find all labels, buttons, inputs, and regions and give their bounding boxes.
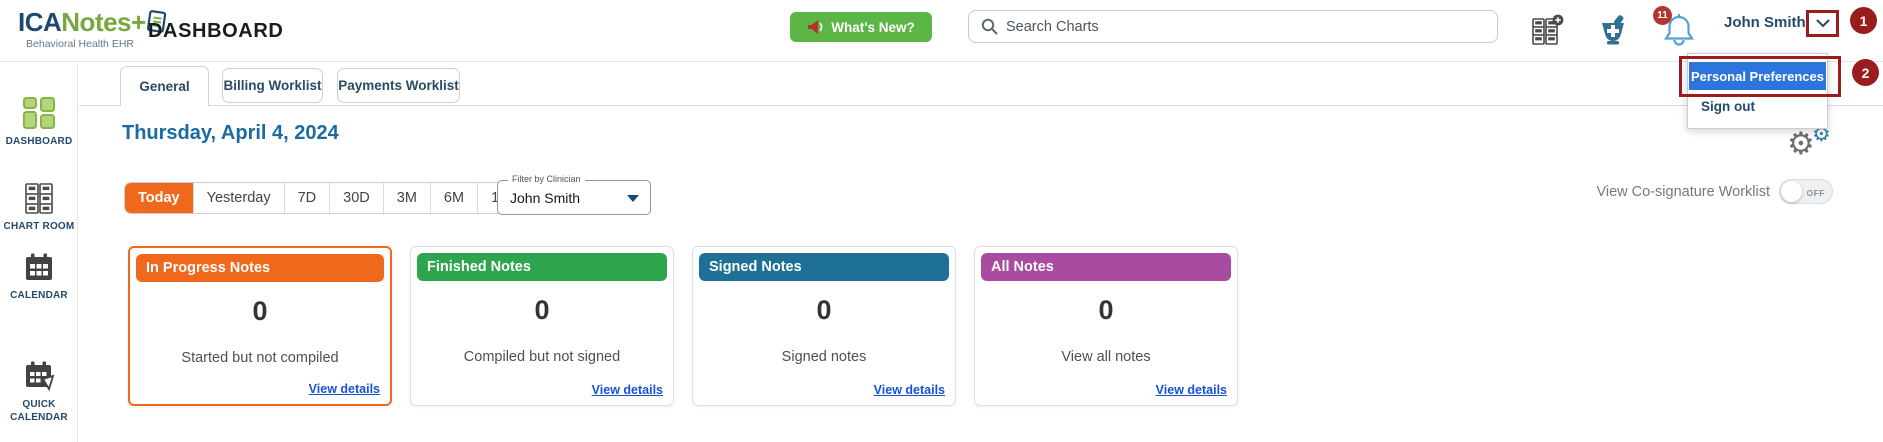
settings-gear-icon[interactable]: ⚙ bbox=[1787, 126, 1815, 161]
toggle-knob bbox=[1781, 181, 1802, 202]
card-count: 0 bbox=[534, 295, 550, 325]
sidebar-item-calendar[interactable]: CALENDAR bbox=[0, 252, 78, 302]
range-button-today[interactable]: Today bbox=[125, 183, 194, 213]
sidebar-item-chart-room[interactable]: CHART ROOM bbox=[0, 182, 78, 233]
view-details-link[interactable]: View details bbox=[591, 383, 663, 397]
app-logo[interactable]: ICANotes+ Behavioral Health EHR bbox=[18, 7, 166, 50]
sidebar-label-dashboard: DASHBOARD bbox=[5, 136, 73, 147]
logo-wordmark: ICANotes+ bbox=[18, 7, 166, 38]
clinician-filter-label: Filter by Clinician bbox=[508, 174, 585, 184]
logo-text-notes: Notes bbox=[61, 7, 132, 37]
card-description: View all notes bbox=[1061, 349, 1151, 365]
card-header: Signed Notes bbox=[699, 253, 949, 281]
card-header: All Notes bbox=[981, 253, 1231, 281]
view-details-link[interactable]: View details bbox=[1155, 383, 1227, 397]
sidebar-label-quick-calendar: QUICK CALENDAR bbox=[10, 399, 68, 423]
annotation-step-2: 2 bbox=[1852, 59, 1879, 86]
card-finished-notes: Finished Notes 0 Compiled but not signed… bbox=[410, 246, 674, 406]
annotation-box-1 bbox=[1806, 10, 1839, 37]
date-range-filter-group: Today Yesterday 7D 30D 3M 6M 12M bbox=[124, 182, 534, 214]
sidebar-label-chart-room: CHART ROOM bbox=[3, 221, 75, 232]
clinician-filter-select[interactable]: Filter by Clinician John Smith bbox=[497, 174, 651, 215]
whats-new-label: What's New? bbox=[831, 19, 915, 35]
chevron-down-icon[interactable] bbox=[1816, 19, 1830, 28]
notification-count-badge: 11 bbox=[1653, 6, 1672, 25]
tab-bar-divider bbox=[79, 105, 1883, 106]
chart-room-add-icon[interactable] bbox=[1530, 14, 1564, 48]
sidebar-item-quick-calendar[interactable]: QUICK CALENDAR bbox=[0, 360, 78, 424]
sidebar-item-dashboard[interactable]: DASHBOARD bbox=[0, 96, 78, 148]
view-details-link[interactable]: View details bbox=[308, 382, 380, 396]
megaphone-icon bbox=[808, 20, 823, 34]
medications-add-icon[interactable] bbox=[1598, 14, 1628, 46]
range-button-yesterday[interactable]: Yesterday bbox=[193, 183, 285, 213]
card-in-progress-notes: In Progress Notes 0 Started but not comp… bbox=[128, 246, 392, 406]
search-charts-box bbox=[968, 10, 1498, 43]
card-signed-notes: Signed Notes 0 Signed notes View details bbox=[692, 246, 956, 406]
toggle-state-label: OFF bbox=[1806, 188, 1825, 198]
tab-general[interactable]: General bbox=[120, 66, 209, 106]
quick-calendar-icon bbox=[26, 361, 55, 392]
dashboard-icon bbox=[23, 97, 55, 129]
sidebar-nav: DASHBOARD CHART ROOM CALENDAR QUICK CALE… bbox=[0, 63, 78, 442]
sidebar-label-calendar: CALENDAR bbox=[10, 290, 68, 301]
card-description: Signed notes bbox=[781, 349, 867, 365]
clinician-filter-value: John Smith bbox=[510, 190, 581, 206]
logo-plus-sign: + bbox=[131, 7, 146, 37]
user-name[interactable]: John Smith bbox=[1724, 14, 1806, 31]
card-header: In Progress Notes bbox=[136, 254, 384, 282]
tab-billing-worklist[interactable]: Billing Worklist bbox=[222, 68, 323, 103]
tab-payments-worklist[interactable]: Payments Worklist bbox=[337, 68, 460, 103]
cosignature-worklist-label: View Co-signature Worklist bbox=[1596, 184, 1770, 200]
caret-down-icon bbox=[627, 195, 639, 202]
range-button-6m[interactable]: 6M bbox=[430, 183, 479, 213]
card-count: 0 bbox=[816, 295, 832, 325]
card-all-notes: All Notes 0 View all notes View details bbox=[974, 246, 1238, 406]
calendar-icon bbox=[26, 253, 52, 280]
range-button-3m[interactable]: 3M bbox=[383, 183, 431, 213]
notifications-bell-icon[interactable] bbox=[1662, 12, 1696, 48]
page-title: DASHBOARD bbox=[148, 19, 284, 42]
card-count: 0 bbox=[1098, 295, 1114, 325]
cosignature-toggle[interactable]: OFF bbox=[1779, 179, 1833, 204]
view-details-link[interactable]: View details bbox=[873, 383, 945, 397]
menu-item-personal-preferences[interactable]: Personal Preferences bbox=[1689, 62, 1826, 90]
logo-text-ica: ICA bbox=[18, 7, 62, 37]
card-header: Finished Notes bbox=[417, 253, 667, 281]
whats-new-button[interactable]: What's New? bbox=[790, 12, 932, 42]
logo-document-icon bbox=[146, 10, 166, 33]
search-icon bbox=[981, 18, 998, 35]
chart-room-icon bbox=[25, 183, 53, 214]
range-button-7d[interactable]: 7D bbox=[284, 183, 331, 213]
app-header: ICANotes+ Behavioral Health EHR DASHBOAR… bbox=[0, 0, 1883, 62]
range-button-30d[interactable]: 30D bbox=[330, 183, 384, 213]
search-charts-input[interactable] bbox=[1006, 18, 1497, 35]
date-heading: Thursday, April 4, 2024 bbox=[122, 122, 339, 144]
menu-item-sign-out[interactable]: Sign out bbox=[1701, 99, 1755, 114]
logo-tagline: Behavioral Health EHR bbox=[26, 38, 134, 50]
annotation-step-1: 1 bbox=[1850, 7, 1877, 34]
card-description: Started but not compiled bbox=[181, 350, 339, 366]
card-description: Compiled but not signed bbox=[463, 349, 621, 365]
card-count: 0 bbox=[252, 296, 268, 326]
